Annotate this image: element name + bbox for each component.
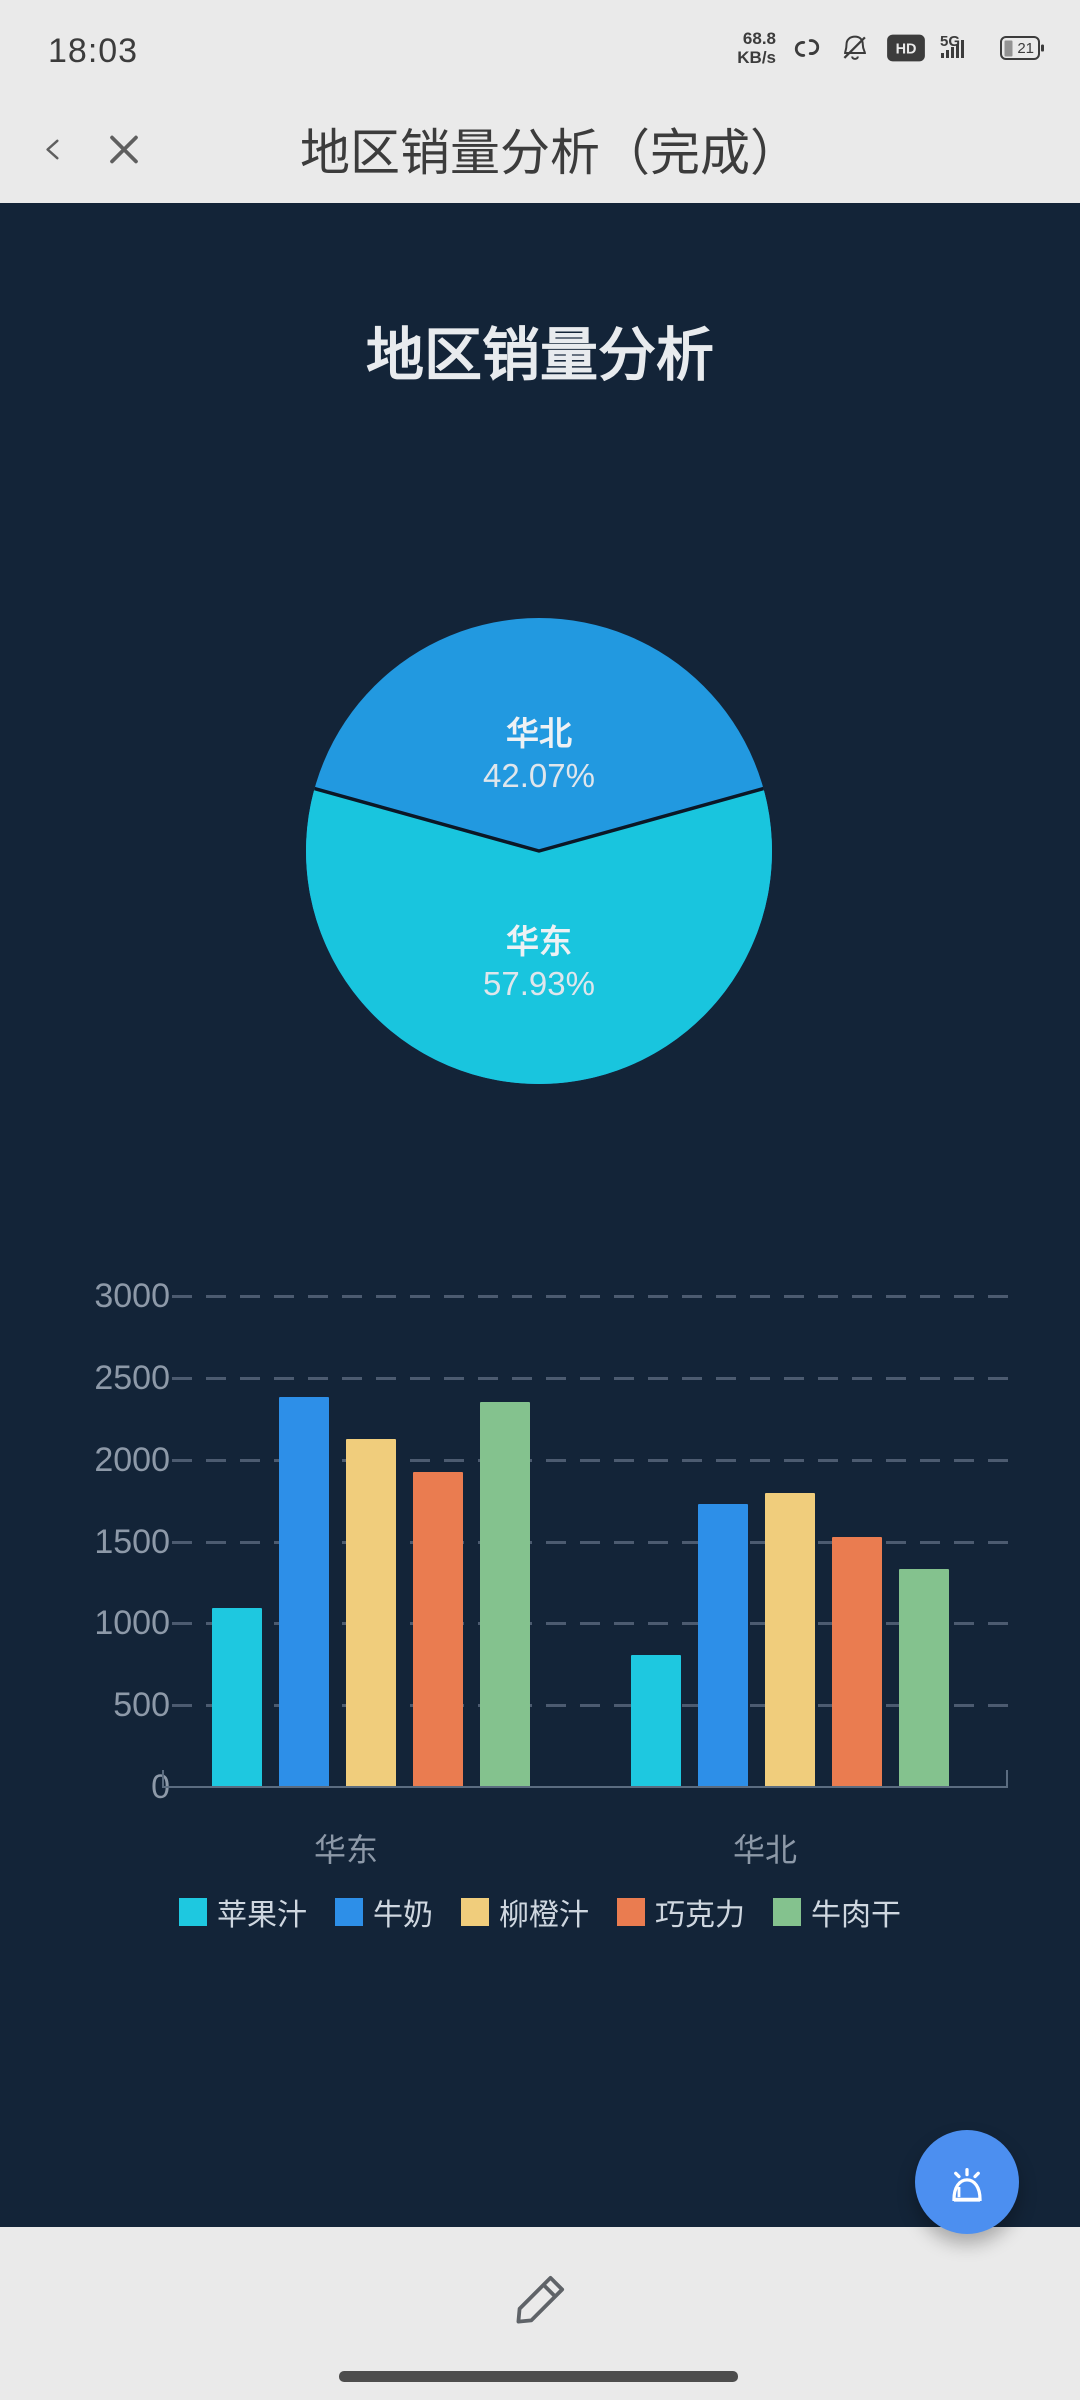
- svg-text:21: 21: [1017, 40, 1034, 57]
- svg-text:HD: HD: [896, 41, 917, 57]
